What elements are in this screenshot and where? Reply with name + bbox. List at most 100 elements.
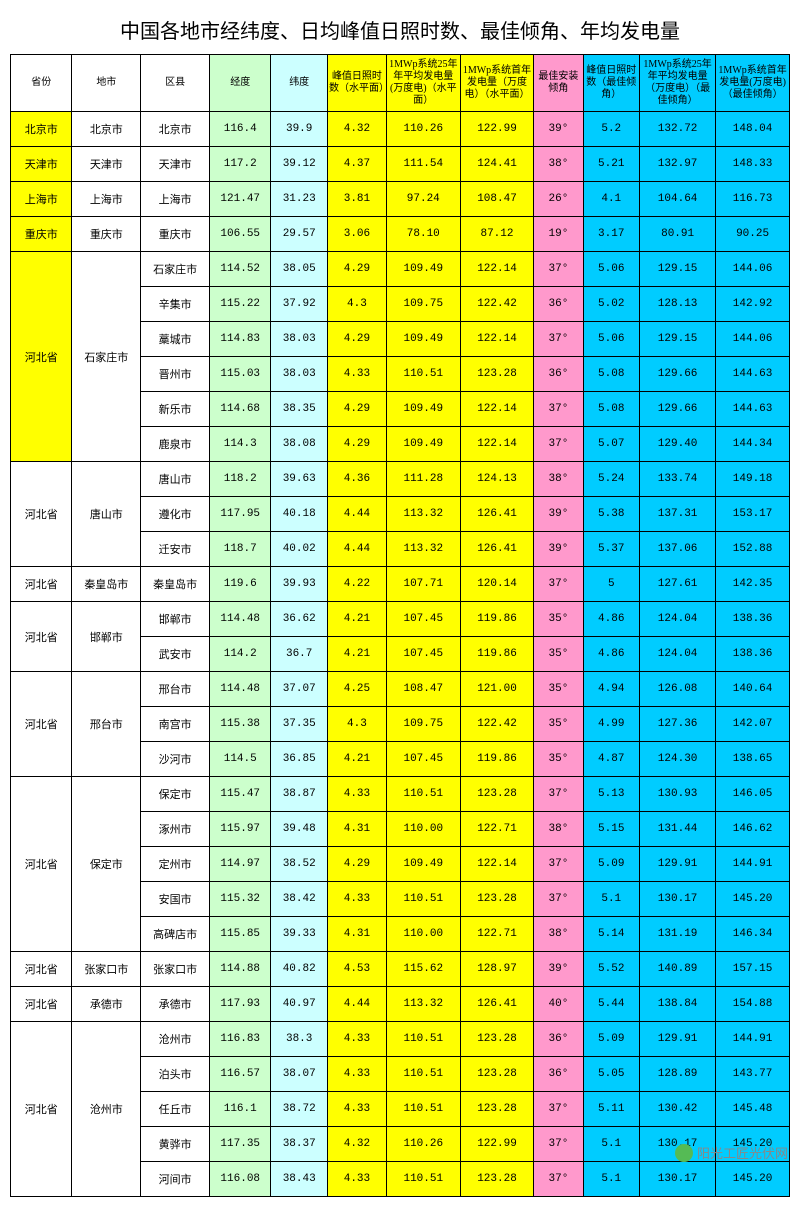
- province-cell: 河北省: [11, 1022, 72, 1197]
- data-cell: 4.44: [327, 497, 386, 532]
- table-row: 河北省邯郸市邯郸市114.4836.624.21107.45119.8635°4…: [11, 602, 790, 637]
- province-cell: 河北省: [11, 462, 72, 567]
- data-cell: 118.2: [210, 462, 271, 497]
- data-cell: 新乐市: [141, 392, 210, 427]
- data-cell: 123.28: [460, 357, 534, 392]
- data-cell: 泊头市: [141, 1057, 210, 1092]
- data-cell: 4.31: [327, 812, 386, 847]
- data-cell: 37°: [534, 777, 583, 812]
- data-cell: 39.63: [271, 462, 328, 497]
- data-cell: 137.06: [640, 532, 716, 567]
- data-cell: 38.37: [271, 1127, 328, 1162]
- data-cell: 36.62: [271, 602, 328, 637]
- data-cell: 4.33: [327, 777, 386, 812]
- data-cell: 40.02: [271, 532, 328, 567]
- data-cell: 109.49: [386, 322, 460, 357]
- table-row: 重庆市重庆市重庆市106.5529.573.0678.1087.1219°3.1…: [11, 217, 790, 252]
- data-cell: 109.49: [386, 427, 460, 462]
- data-cell: 40.18: [271, 497, 328, 532]
- column-header: 1MWp系统25年年平均发电量(万度电)（水平面）: [386, 55, 460, 112]
- data-cell: 144.91: [716, 1022, 790, 1057]
- data-cell: 119.86: [460, 742, 534, 777]
- data-cell: 35°: [534, 672, 583, 707]
- data-cell: 119.6: [210, 567, 271, 602]
- data-cell: 128.97: [460, 952, 534, 987]
- data-cell: 129.15: [640, 322, 716, 357]
- data-cell: 5.15: [583, 812, 640, 847]
- data-cell: 37°: [534, 567, 583, 602]
- data-cell: 涿州市: [141, 812, 210, 847]
- data-cell: 38°: [534, 812, 583, 847]
- city-cell: 沧州市: [72, 1022, 141, 1197]
- data-cell: 37°: [534, 252, 583, 287]
- data-cell: 122.14: [460, 392, 534, 427]
- data-cell: 124.04: [640, 602, 716, 637]
- data-cell: 131.44: [640, 812, 716, 847]
- city-cell: 张家口市: [72, 952, 141, 987]
- data-cell: 38°: [534, 917, 583, 952]
- data-cell: 5.1: [583, 1162, 640, 1197]
- data-cell: 110.26: [386, 1127, 460, 1162]
- data-cell: 130.17: [640, 1162, 716, 1197]
- data-cell: 4.33: [327, 882, 386, 917]
- data-cell: 122.14: [460, 427, 534, 462]
- data-cell: 108.47: [386, 672, 460, 707]
- data-cell: 承德市: [141, 987, 210, 1022]
- data-cell: 115.22: [210, 287, 271, 322]
- data-cell: 4.21: [327, 602, 386, 637]
- data-cell: 3.17: [583, 217, 640, 252]
- data-cell: 4.1: [583, 182, 640, 217]
- data-cell: 39.48: [271, 812, 328, 847]
- data-cell: 38.03: [271, 357, 328, 392]
- data-cell: 116.83: [210, 1022, 271, 1057]
- data-cell: 4.29: [327, 322, 386, 357]
- data-cell: 117.93: [210, 987, 271, 1022]
- data-cell: 109.49: [386, 847, 460, 882]
- data-cell: 107.45: [386, 602, 460, 637]
- column-header: 区县: [141, 55, 210, 112]
- data-cell: 39°: [534, 497, 583, 532]
- data-cell: 110.00: [386, 917, 460, 952]
- data-cell: 武安市: [141, 637, 210, 672]
- data-cell: 129.91: [640, 847, 716, 882]
- data-cell: 5.09: [583, 847, 640, 882]
- data-cell: 115.03: [210, 357, 271, 392]
- data-cell: 123.28: [460, 1022, 534, 1057]
- data-cell: 114.3: [210, 427, 271, 462]
- data-cell: 123.28: [460, 882, 534, 917]
- province-cell: 河北省: [11, 672, 72, 777]
- data-cell: 辛集市: [141, 287, 210, 322]
- data-cell: 114.48: [210, 602, 271, 637]
- data-cell: 37°: [534, 882, 583, 917]
- data-cell: 沧州市: [141, 1022, 210, 1057]
- data-cell: 123.28: [460, 1057, 534, 1092]
- city-cell: 上海市: [72, 182, 141, 217]
- data-cell: 123.28: [460, 1092, 534, 1127]
- data-cell: 张家口市: [141, 952, 210, 987]
- data-cell: 5.08: [583, 392, 640, 427]
- data-cell: 104.64: [640, 182, 716, 217]
- data-cell: 122.14: [460, 252, 534, 287]
- data-cell: 122.71: [460, 812, 534, 847]
- data-cell: 144.63: [716, 357, 790, 392]
- data-cell: 119.86: [460, 602, 534, 637]
- city-cell: 天津市: [72, 147, 141, 182]
- data-cell: 4.86: [583, 637, 640, 672]
- data-cell: 鹿泉市: [141, 427, 210, 462]
- data-cell: 152.88: [716, 532, 790, 567]
- data-cell: 37°: [534, 322, 583, 357]
- data-cell: 106.55: [210, 217, 271, 252]
- data-cell: 沙河市: [141, 742, 210, 777]
- data-cell: 157.15: [716, 952, 790, 987]
- data-cell: 4.33: [327, 357, 386, 392]
- data-cell: 149.18: [716, 462, 790, 497]
- data-cell: 南宫市: [141, 707, 210, 742]
- data-cell: 37°: [534, 1162, 583, 1197]
- data-cell: 4.29: [327, 847, 386, 882]
- data-cell: 110.51: [386, 882, 460, 917]
- data-cell: 126.41: [460, 497, 534, 532]
- data-cell: 38°: [534, 147, 583, 182]
- data-cell: 38°: [534, 462, 583, 497]
- data-cell: 4.21: [327, 637, 386, 672]
- province-cell: 北京市: [11, 112, 72, 147]
